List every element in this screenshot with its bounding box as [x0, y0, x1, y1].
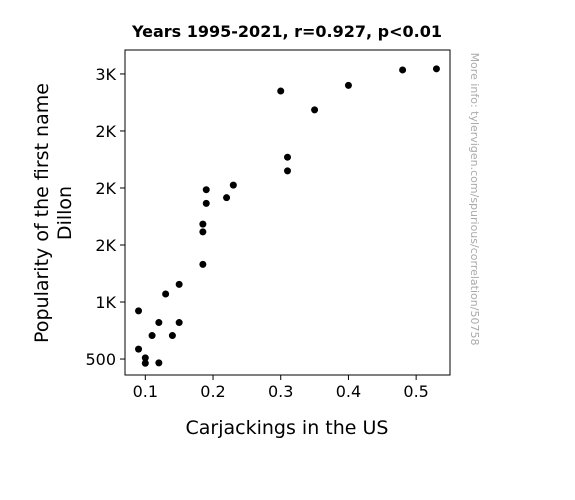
- data-point: [141, 354, 149, 362]
- data-point: [168, 332, 176, 340]
- x-tick-label: 0.3: [268, 382, 293, 401]
- x-tick-label: 0.5: [403, 382, 428, 401]
- data-point: [199, 228, 207, 236]
- y-tick-label: 2K: [95, 122, 116, 141]
- data-point: [202, 186, 210, 194]
- y-tick-label: 1K: [95, 293, 116, 312]
- data-point: [199, 220, 207, 228]
- data-point: [175, 280, 183, 288]
- y-tick-label: 2K: [95, 236, 116, 255]
- x-tick-label: 0.2: [200, 382, 225, 401]
- data-point: [162, 290, 170, 298]
- data-point: [284, 153, 291, 161]
- y-axis-title-line-2: Dillon: [54, 186, 76, 240]
- chart-title: Years 1995-2021, r=0.927, p<0.01: [131, 22, 442, 41]
- data-point: [277, 87, 285, 95]
- data-point: [148, 332, 156, 340]
- data-point: [432, 65, 440, 73]
- data-point: [229, 181, 237, 189]
- x-tick-label: 0.1: [133, 382, 158, 401]
- source-watermark: More info: tylervigen.com/spurious/corre…: [468, 53, 481, 346]
- data-point: [175, 319, 183, 327]
- data-points: [135, 65, 440, 367]
- data-point: [344, 81, 352, 89]
- data-point: [199, 260, 207, 268]
- data-point: [284, 167, 291, 175]
- data-point: [223, 194, 231, 202]
- y-axis-title-line-1: Popularity of the first name: [31, 83, 53, 343]
- data-point: [141, 359, 149, 367]
- y-tick-label: 3K: [95, 65, 116, 84]
- y-tick-label: 2K: [95, 179, 116, 198]
- plot-area-frame: [124, 49, 451, 376]
- data-point: [399, 66, 407, 74]
- x-tick-label: 0.4: [336, 382, 361, 401]
- y-tick-label: 500: [85, 350, 116, 369]
- data-point: [155, 319, 163, 327]
- data-point: [135, 307, 143, 315]
- data-point: [135, 345, 143, 353]
- data-point: [202, 199, 210, 207]
- x-axis: 0.1 0.2 0.3 0.4 0.5: [133, 375, 429, 401]
- x-axis-title: Carjackings in the US: [186, 417, 389, 439]
- data-point: [311, 106, 319, 114]
- data-point: [155, 359, 163, 367]
- y-axis: 500 1K 2K 2K 2K 3K: [85, 65, 125, 369]
